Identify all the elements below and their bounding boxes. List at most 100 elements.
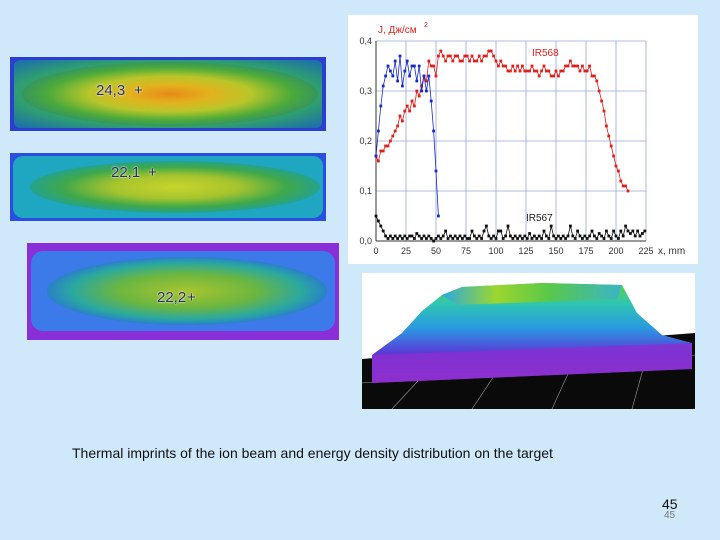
data-point [391, 134, 395, 138]
data-point [427, 234, 431, 238]
data-point [470, 229, 474, 233]
data-point [643, 229, 647, 233]
data-point [437, 54, 440, 58]
data-point [408, 74, 411, 78]
data-point [453, 54, 457, 58]
energy-density-chart-svg: 0 25 50 75 100 125 150 175 200 225 0,0 0,1 0,2 0,3 0,4… [359, 22, 685, 257]
data-point [434, 237, 438, 240]
data-point [441, 234, 445, 238]
data-point [554, 237, 558, 240]
data-point [497, 229, 500, 233]
data-point [626, 229, 630, 233]
data-point [429, 64, 433, 68]
data-point [528, 69, 531, 73]
data-point [523, 234, 527, 238]
data-point [545, 69, 548, 73]
data-point [593, 74, 596, 78]
data-point [549, 74, 553, 78]
data-point [427, 59, 431, 63]
data-point [578, 234, 582, 238]
data-point [621, 184, 625, 188]
data-point [617, 169, 620, 173]
data-point [429, 237, 433, 240]
x-tick-label: 25 [401, 246, 411, 256]
data-point [441, 54, 445, 58]
data-point [571, 64, 575, 68]
data-point [499, 229, 503, 233]
data-point [485, 224, 488, 228]
data-point [518, 69, 522, 73]
data-point [609, 144, 613, 148]
y-tick-label: 0,4 [359, 36, 372, 46]
data-point [540, 237, 543, 240]
data-point [521, 237, 524, 240]
thermal-imprint-2-image [10, 153, 326, 221]
data-point [379, 224, 383, 228]
data-point [525, 69, 529, 73]
data-point [432, 129, 435, 133]
data-point [413, 64, 416, 68]
data-point [501, 237, 505, 240]
data-point [489, 237, 493, 240]
data-point [509, 234, 512, 238]
data-point [566, 64, 570, 68]
data-point [475, 59, 479, 63]
data-point [417, 234, 421, 238]
data-point [377, 129, 380, 133]
data-point [391, 237, 395, 240]
y-axis-label: J, Дж/см [378, 25, 417, 36]
data-point [422, 74, 426, 78]
chart-axes [375, 41, 646, 242]
data-point [552, 234, 555, 238]
data-point [509, 69, 512, 73]
thermal-imprint-1-marker: + [134, 82, 143, 99]
data-point [425, 89, 428, 93]
data-point [439, 237, 443, 240]
thermal-imprint-1 [10, 57, 326, 131]
y-tick-label: 0,3 [359, 86, 372, 96]
data-point [602, 109, 606, 113]
data-point [379, 149, 383, 153]
data-point [600, 99, 603, 103]
thermal-imprint-3 [27, 243, 339, 340]
data-point [429, 99, 433, 103]
data-point [559, 237, 563, 240]
data-point [506, 224, 510, 228]
data-point [415, 89, 419, 93]
data-point [449, 54, 452, 58]
data-point [518, 234, 522, 238]
data-point [530, 237, 534, 240]
page-number-small: 45 [664, 510, 676, 521]
data-point [535, 237, 539, 240]
data-point [552, 74, 555, 78]
data-point [374, 154, 378, 158]
data-point [581, 64, 584, 68]
thermal-imprint-3-label: 22,2 [157, 289, 187, 306]
data-point [384, 144, 387, 148]
data-point [494, 59, 498, 63]
data-point [408, 234, 411, 238]
data-point [417, 64, 421, 68]
data-point [381, 229, 385, 233]
data-point [384, 234, 387, 238]
data-point [537, 74, 541, 78]
data-point [578, 69, 582, 73]
thermal-imprint-2 [10, 153, 326, 221]
data-point [415, 79, 419, 83]
data-point [621, 234, 625, 238]
data-point [619, 229, 623, 233]
data-point [396, 79, 399, 83]
data-point [456, 237, 459, 240]
data-point [533, 234, 536, 238]
data-point [386, 64, 390, 68]
data-point [473, 234, 476, 238]
data-point [458, 59, 462, 63]
data-point [561, 234, 565, 238]
series-annotation: IR568 [532, 48, 559, 59]
data-point [636, 229, 639, 233]
data-point [535, 69, 539, 73]
data-point [458, 234, 462, 238]
data-point [499, 59, 503, 63]
chart-series [374, 49, 647, 243]
data-point [439, 49, 443, 53]
